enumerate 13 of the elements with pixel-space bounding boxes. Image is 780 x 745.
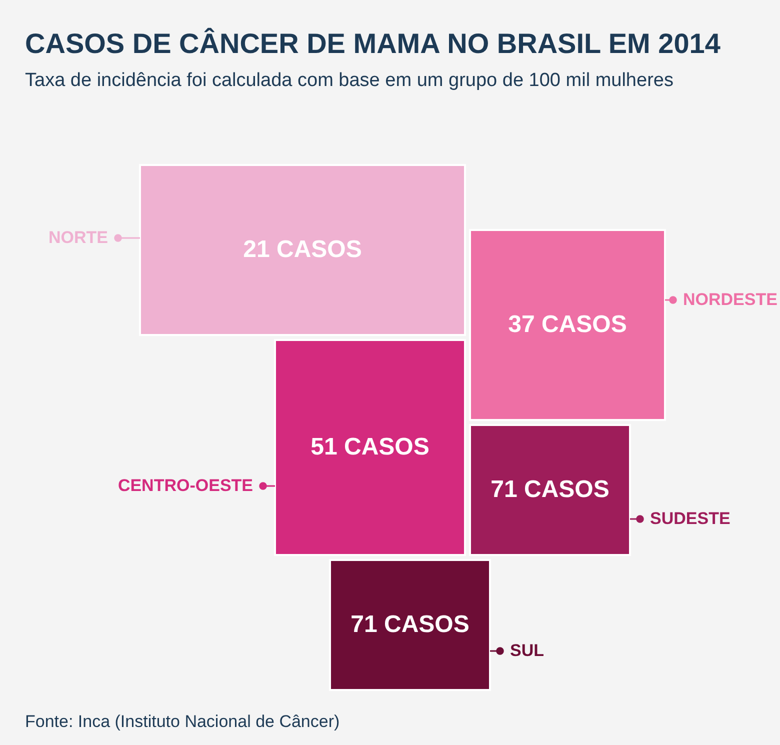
category-label: NORTE (48, 228, 108, 247)
data-label: 51 CASOS (310, 434, 430, 460)
source-note: Fonte: Inca (Instituto Nacional de Câncer) (25, 712, 340, 731)
data-label: 71 CASOS (490, 476, 610, 503)
category-label: SUL (510, 641, 544, 660)
category-label: CENTRO-OESTE (118, 476, 253, 495)
data-label: 21 CASOS (243, 236, 362, 263)
category-label: SUDESTE (650, 509, 730, 528)
data-label: 37 CASOS (508, 311, 627, 338)
text: Taxa de incidência foi calculada com base em um grupo de 100 mil mulheres (25, 70, 674, 91)
data-label: 71 CASOS (350, 611, 470, 638)
text: CASOS DE CÂNCER DE MAMA NO BRASIL EM 2014 (25, 27, 721, 59)
category-label: NORDESTE (683, 290, 778, 309)
